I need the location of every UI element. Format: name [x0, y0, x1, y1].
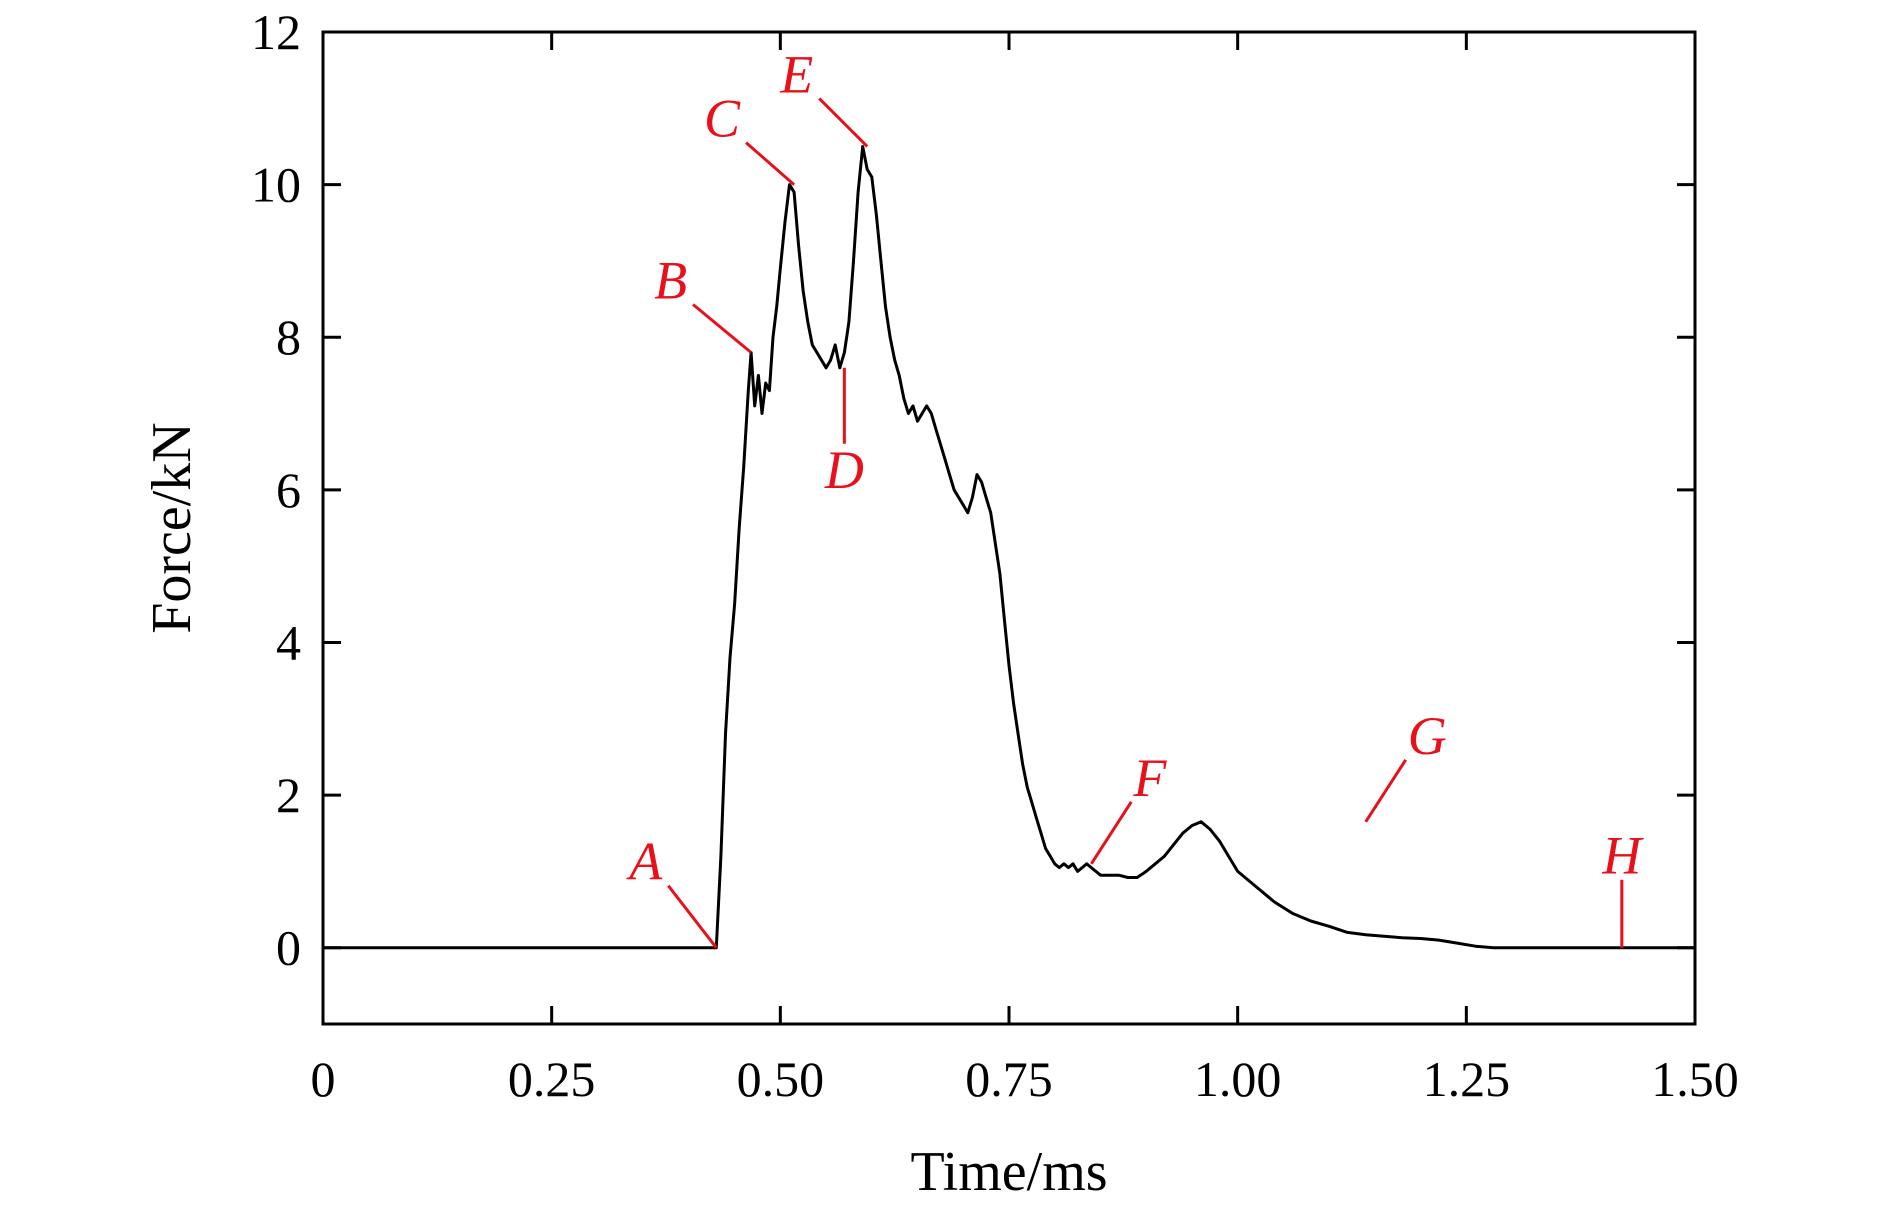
annotation-leader — [1090, 800, 1133, 865]
annotation-label-d: D — [824, 440, 864, 500]
x-tick-label: 1.50 — [1651, 1051, 1739, 1107]
y-tick-label: 8 — [276, 309, 301, 365]
y-tick-label: 4 — [276, 614, 301, 670]
force-series-line — [323, 145, 1695, 950]
annotation-label-e: E — [779, 44, 813, 104]
annotation-layer: A B C D E F G H — [626, 44, 1644, 949]
y-tick-label: 6 — [276, 462, 301, 518]
annotation-leader — [1364, 758, 1407, 823]
x-tick-label: 0 — [311, 1051, 336, 1107]
x-tick-label: 0.75 — [965, 1051, 1053, 1107]
annotation-leader — [667, 884, 718, 949]
plot-frame — [321, 30, 1697, 1026]
annotation-label-g: G — [1408, 706, 1447, 766]
annotation-label-h: H — [1601, 826, 1644, 886]
y-tick-label: 2 — [276, 767, 301, 823]
y-axis-ticks: 0 2 4 6 8 10 12 — [251, 4, 1695, 976]
y-tick-label: 0 — [276, 920, 301, 976]
y-tick-label: 12 — [251, 4, 301, 60]
series-layer — [323, 145, 1695, 950]
x-tick-label: 0.25 — [508, 1051, 596, 1107]
annotation-label-b: B — [654, 250, 687, 310]
annotation-label-a: A — [626, 832, 663, 892]
x-tick-label: 0.50 — [737, 1051, 825, 1107]
annotation-leader — [818, 97, 869, 148]
x-axis-ticks: 0 0.25 0.50 0.75 1.00 1.25 1.50 — [311, 32, 1739, 1107]
annotation-leader — [692, 303, 753, 354]
y-tick-label: 10 — [251, 157, 301, 213]
x-axis-title: Time/ms — [910, 1141, 1107, 1203]
y-axis-title: Force/kN — [141, 422, 203, 634]
annotation-label-c: C — [704, 89, 741, 149]
annotation-label-f: F — [1132, 748, 1167, 808]
x-tick-label: 1.00 — [1194, 1051, 1282, 1107]
x-tick-label: 1.25 — [1423, 1051, 1511, 1107]
annotation-leader — [745, 141, 796, 186]
